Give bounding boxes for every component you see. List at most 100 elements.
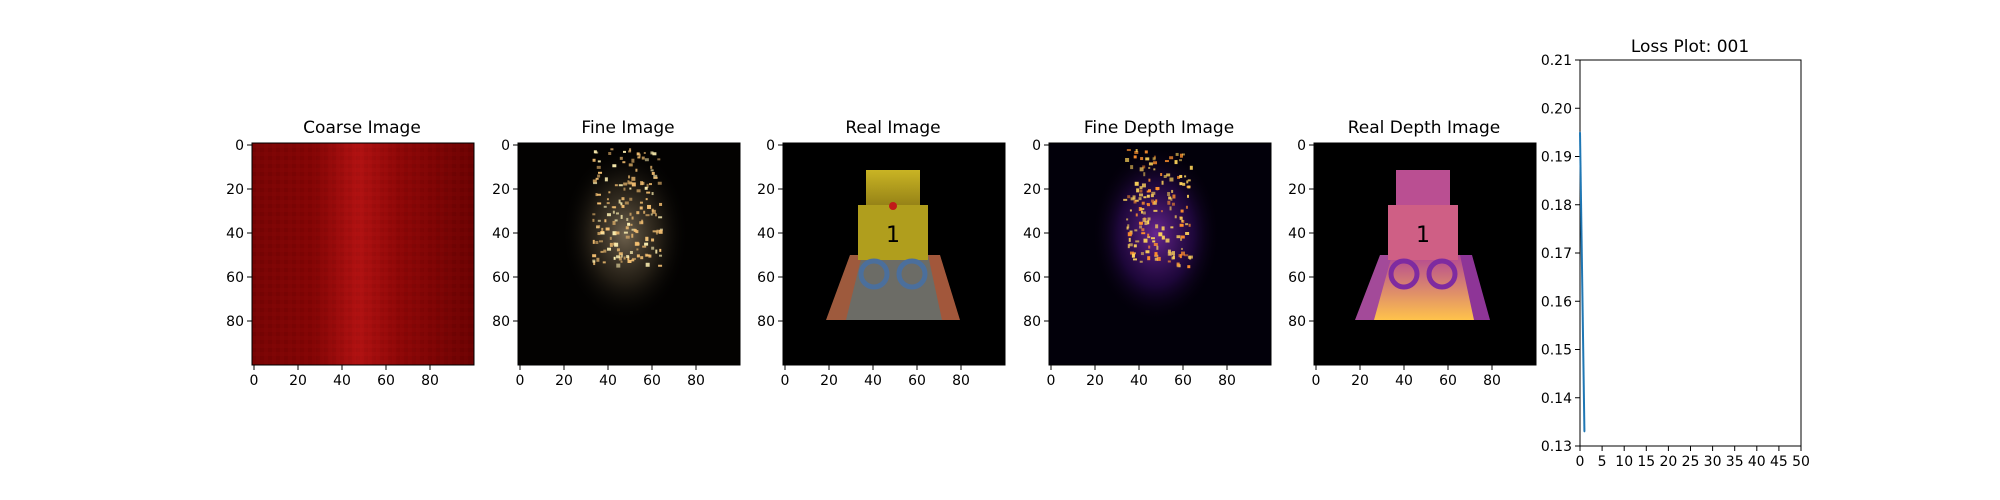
depth-dots-dot — [1180, 209, 1184, 213]
fine-dots-dot — [623, 231, 628, 234]
fine-dots-dot — [655, 213, 658, 217]
loss-plot-title: Loss Plot: 001 — [1631, 37, 1749, 57]
panel-title-coarse-image: Coarse Image — [303, 118, 421, 138]
depth-dots-dot — [1167, 260, 1171, 263]
fine-dots-dot — [629, 148, 632, 152]
fine-dots-dot — [650, 151, 654, 155]
real-x-tick-label-2: 40 — [864, 373, 882, 389]
real-depth-x-tick-label-3: 60 — [1439, 373, 1457, 389]
fine-dots-dot — [600, 231, 605, 235]
real-depth-x-tick-label-2: 40 — [1395, 373, 1413, 389]
depth-dots-dot — [1187, 265, 1191, 269]
real-depth-image-wheel-right — [1426, 258, 1458, 290]
fine-dots-dot — [607, 247, 612, 251]
loss-y-tick-label-3: 0.16 — [1541, 294, 1572, 310]
fine-dots-dot — [659, 202, 663, 206]
loss-point-0 — [1579, 131, 1581, 134]
fine-dots-dot — [593, 150, 597, 154]
depth-dots-dot — [1126, 218, 1129, 221]
fine-dots-dot — [613, 256, 616, 260]
fine-depth-x-tick-label-0: 0 — [1047, 373, 1056, 389]
real-depth-x-tick-label-1: 20 — [1351, 373, 1369, 389]
depth-dots-dot — [1153, 242, 1158, 246]
fine-dots-dot — [655, 249, 658, 254]
depth-dots-dot — [1166, 173, 1171, 177]
fine-dots-dot — [612, 164, 617, 168]
fine-dots-dot — [644, 158, 649, 162]
depth-dots-dot — [1158, 232, 1163, 237]
fine-dots-dot — [642, 245, 647, 248]
depth-dots-dot — [1181, 153, 1185, 156]
loss-line — [1579, 132, 1586, 432]
fine-dots-dot — [627, 180, 630, 185]
real-image-base-right — [928, 255, 960, 320]
fine-dots-dot — [626, 217, 629, 221]
depth-dots-dot — [1171, 202, 1175, 206]
real-y-tick-label-4: 80 — [757, 314, 775, 330]
real-depth-image-object: 1 — [1355, 170, 1490, 320]
loss-plot-axes: 0 5 10 15 20 25 30 35 40 45 50 0.13 0.14 0.15 0.16 0.17… — [1541, 53, 1810, 470]
depth-dots-dot — [1187, 179, 1191, 182]
fine-dots-dot — [618, 199, 621, 204]
fine-dots-dot — [629, 250, 633, 254]
fine-dots-dot — [646, 191, 651, 194]
real-image-object: 1 — [826, 170, 960, 320]
fine-dots-dot — [645, 236, 649, 241]
real-y-tick-label-3: 60 — [757, 270, 775, 286]
fine-depth-x-tick-label-4: 80 — [1218, 373, 1236, 389]
fine-image-frame — [517, 142, 741, 366]
fine-dots-dot — [597, 232, 601, 236]
depth-dots-dot — [1145, 250, 1150, 254]
loss-x-tick-label-10: 50 — [1792, 454, 1810, 470]
depth-dots-dot — [1133, 244, 1137, 248]
depth-dots-dot — [1165, 238, 1170, 243]
fine-y-tick-label-2: 40 — [492, 226, 510, 242]
real-image-body — [858, 205, 928, 260]
depth-dots-dot — [1132, 195, 1136, 200]
depth-dots-dot — [1188, 255, 1193, 259]
fine-dots-dot — [638, 153, 641, 157]
depth-dots-dot — [1144, 150, 1148, 154]
fine-dots-dot — [639, 206, 643, 210]
fine-dots-dot — [629, 181, 633, 185]
depth-dots-dot — [1146, 194, 1150, 198]
depth-dots-dot — [1139, 167, 1144, 172]
depth-dots-dot — [1179, 174, 1183, 178]
depth-dots-dot — [1152, 157, 1156, 161]
fine-dots-dot — [615, 231, 620, 235]
fine-dots-dot — [645, 262, 650, 267]
fine-dots-dot — [597, 202, 602, 205]
depth-dots-dot — [1134, 181, 1139, 186]
fine-x-tick-label-4: 80 — [687, 373, 705, 389]
depth-dots-dot — [1169, 206, 1172, 211]
depth-dots-dot — [1180, 235, 1185, 239]
coarse-y-tick-label-0: 0 — [235, 138, 244, 154]
depth-dots-dot — [1154, 257, 1158, 261]
depth-dots-dot — [1184, 175, 1187, 178]
fine-dots-dot — [636, 211, 640, 215]
fine-dots-dot — [614, 219, 618, 222]
fine-dots-dot — [623, 187, 626, 191]
fine-depth-y-tick-label-1: 20 — [1023, 182, 1041, 198]
fine-dots-dot — [606, 202, 610, 205]
fine-dots-dot — [596, 193, 601, 196]
depth-dots-dot — [1163, 174, 1167, 178]
depth-dots-dot — [1140, 252, 1144, 256]
fine-dots-dot — [604, 219, 607, 223]
depth-dots-dot — [1139, 260, 1143, 263]
fine-dots-dot — [652, 230, 657, 233]
fine-dots-dot — [609, 242, 613, 247]
loss-y-tick-label-2: 0.15 — [1541, 343, 1572, 359]
fine-depth-y-tick-label-0: 0 — [1032, 138, 1041, 154]
depth-dots-dot — [1128, 243, 1133, 247]
real-depth-image-base-right — [1460, 255, 1490, 320]
fine-dots-dot — [603, 249, 607, 253]
fine-dots-dot — [623, 256, 626, 260]
depth-dots-dot — [1175, 152, 1179, 156]
fine-dots-dot — [627, 222, 631, 226]
real-depth-y-tick-label-3: 60 — [1288, 270, 1306, 286]
real-x-tick-label-0: 0 — [781, 373, 790, 389]
loss-y-tick-label-7: 0.20 — [1541, 101, 1572, 117]
depth-dots-dot — [1134, 229, 1138, 232]
